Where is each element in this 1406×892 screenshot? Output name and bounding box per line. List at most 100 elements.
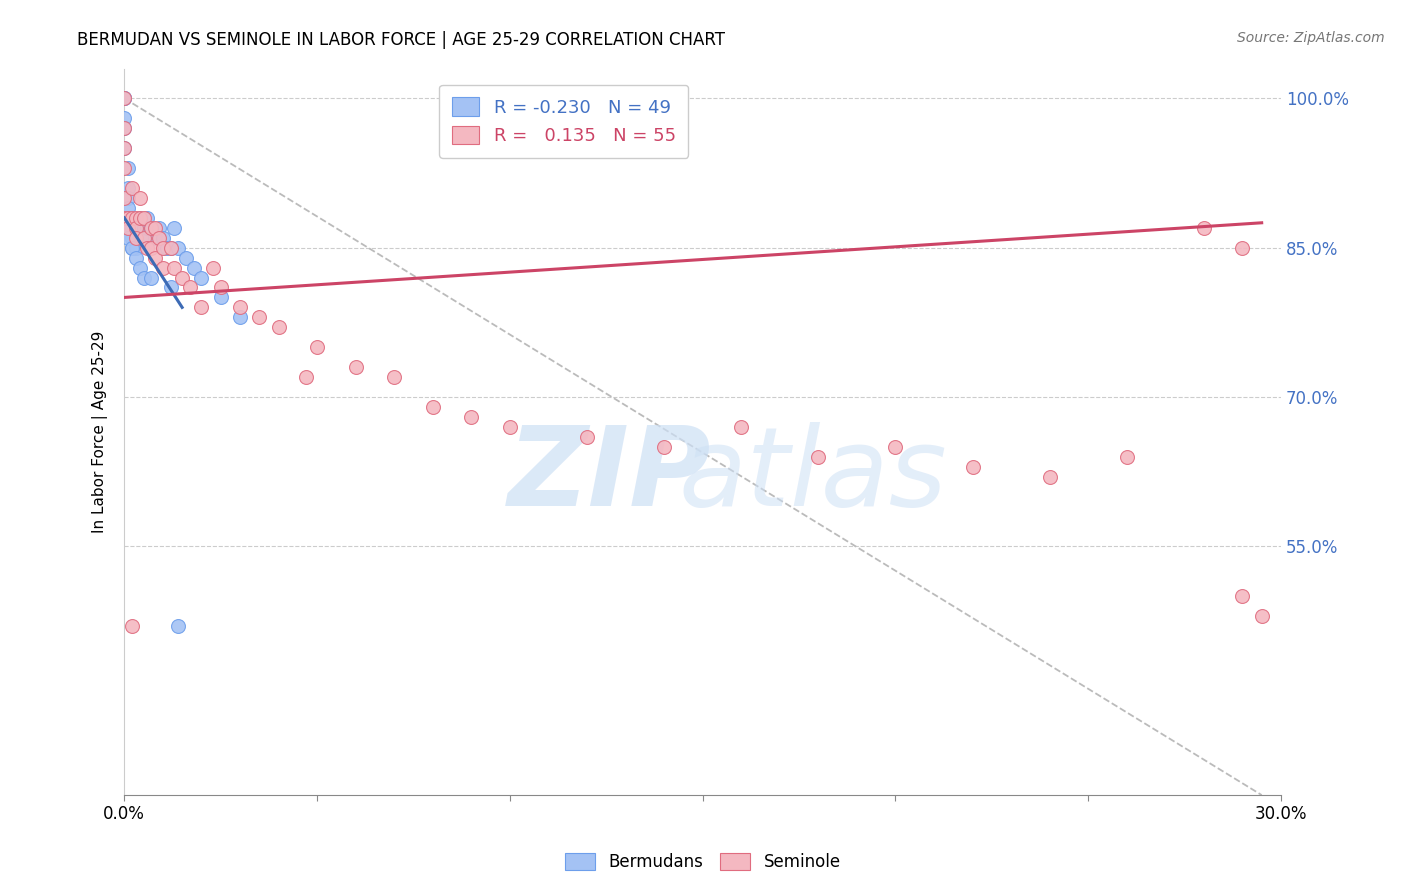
Point — [156, 241, 179, 255]
Point — [163, 220, 186, 235]
Point — [1232, 589, 1254, 603]
Point — [132, 270, 155, 285]
Point — [1115, 450, 1137, 464]
Point — [209, 280, 232, 294]
Point — [143, 251, 166, 265]
Point — [159, 280, 181, 294]
Point — [179, 280, 201, 294]
Point — [962, 459, 984, 474]
Point — [121, 619, 143, 633]
Point — [112, 211, 135, 225]
Point — [422, 400, 444, 414]
Point — [884, 440, 907, 454]
Point — [112, 91, 135, 105]
Point — [112, 141, 135, 155]
Point — [174, 251, 197, 265]
Point — [575, 430, 598, 444]
Point — [209, 290, 232, 304]
Point — [159, 241, 181, 255]
Point — [141, 241, 163, 255]
Point — [1250, 608, 1272, 623]
Point — [190, 301, 212, 315]
Text: atlas: atlas — [678, 422, 946, 529]
Point — [132, 211, 155, 225]
Point — [152, 260, 174, 275]
Point — [117, 161, 139, 175]
Point — [112, 121, 135, 136]
Point — [159, 241, 181, 255]
Point — [143, 220, 166, 235]
Point — [167, 241, 190, 255]
Point — [117, 211, 139, 225]
Point — [807, 450, 830, 464]
Point — [460, 409, 482, 424]
Point — [730, 419, 752, 434]
Point — [121, 181, 143, 195]
Point — [247, 310, 270, 325]
Point — [201, 260, 224, 275]
Point — [128, 211, 150, 225]
Point — [267, 320, 290, 334]
Point — [121, 230, 143, 244]
Point — [136, 220, 159, 235]
Text: ZIP: ZIP — [509, 422, 711, 529]
Point — [132, 230, 155, 244]
Point — [132, 230, 155, 244]
Point — [141, 270, 163, 285]
Point — [112, 91, 135, 105]
Point — [307, 340, 329, 354]
Point — [125, 241, 148, 255]
Point — [229, 310, 252, 325]
Point — [190, 270, 212, 285]
Legend: Bermudans, Seminole: Bermudans, Seminole — [557, 845, 849, 880]
Point — [117, 220, 139, 235]
Y-axis label: In Labor Force | Age 25-29: In Labor Force | Age 25-29 — [93, 331, 108, 533]
Point — [121, 220, 143, 235]
Point — [121, 211, 143, 225]
Point — [132, 220, 155, 235]
Point — [294, 370, 316, 384]
Point — [1192, 220, 1215, 235]
Point — [117, 181, 139, 195]
Point — [152, 241, 174, 255]
Point — [229, 301, 252, 315]
Point — [112, 91, 135, 105]
Point — [136, 211, 159, 225]
Point — [148, 220, 170, 235]
Legend: R = -0.230   N = 49, R =   0.135   N = 55: R = -0.230 N = 49, R = 0.135 N = 55 — [439, 85, 689, 158]
Point — [121, 241, 143, 255]
Point — [382, 370, 405, 384]
Point — [117, 201, 139, 215]
Point — [125, 220, 148, 235]
Point — [112, 121, 135, 136]
Point — [117, 191, 139, 205]
Point — [125, 211, 148, 225]
Point — [112, 91, 135, 105]
Point — [117, 211, 139, 225]
Point — [117, 230, 139, 244]
Point — [121, 241, 143, 255]
Point — [121, 211, 143, 225]
Point — [167, 619, 190, 633]
Point — [183, 260, 205, 275]
Point — [112, 191, 135, 205]
Point — [125, 230, 148, 244]
Point — [136, 241, 159, 255]
Point — [1232, 241, 1254, 255]
Point — [499, 419, 522, 434]
Point — [125, 220, 148, 235]
Point — [112, 112, 135, 126]
Point — [121, 230, 143, 244]
Point — [172, 270, 194, 285]
Point — [141, 220, 163, 235]
Point — [112, 161, 135, 175]
Point — [652, 440, 675, 454]
Point — [143, 230, 166, 244]
Point — [163, 260, 186, 275]
Point — [152, 230, 174, 244]
Point — [152, 241, 174, 255]
Point — [1039, 469, 1062, 483]
Point — [112, 141, 135, 155]
Point — [128, 191, 150, 205]
Point — [148, 230, 170, 244]
